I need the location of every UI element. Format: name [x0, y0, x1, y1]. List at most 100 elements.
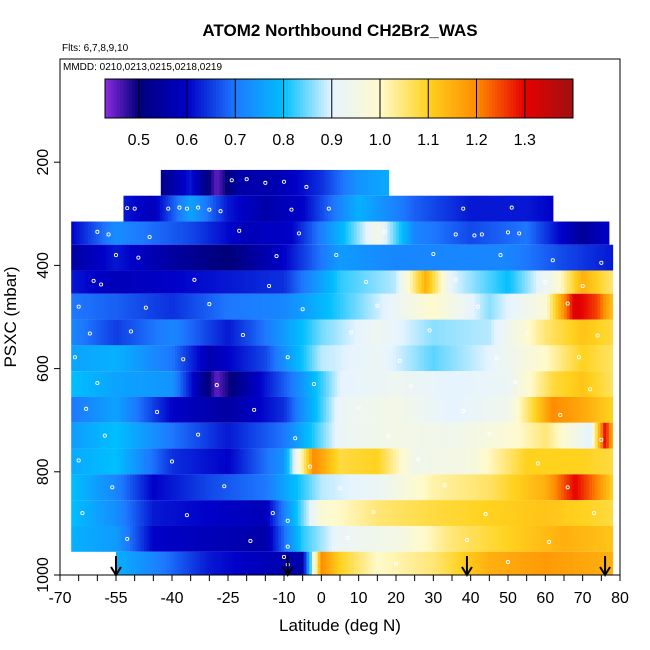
heatmap-cell: [298, 293, 302, 320]
heatmap-cell: [236, 221, 240, 245]
heatmap-cell: [121, 396, 125, 423]
heatmap-cell: [79, 396, 83, 423]
sample-point: [293, 436, 298, 441]
heatmap-cell: [166, 221, 170, 245]
heatmap-cell: [191, 221, 195, 245]
heatmap-cell: [564, 525, 568, 552]
colorbar-segment: [459, 79, 463, 118]
heatmap-cell: [160, 525, 165, 552]
heatmap-cell: [264, 319, 268, 346]
heatmap-cell: [452, 345, 456, 372]
heatmap-cell: [303, 270, 307, 294]
heatmap-cell: [186, 422, 190, 449]
heatmap-cell: [247, 422, 251, 449]
heatmap-cell: [177, 371, 181, 397]
heatmap-cell: [387, 525, 391, 552]
heatmap-cell: [253, 345, 257, 372]
heatmap-cell: [116, 221, 120, 245]
heatmap-cell: [242, 293, 246, 320]
heatmap-cell: [561, 551, 565, 575]
heatmap-cell: [202, 474, 207, 501]
heatmap-cell: [387, 270, 391, 294]
heatmap-cell: [482, 270, 487, 294]
heatmap-cell: [393, 270, 397, 294]
heatmap-cell: [606, 422, 610, 449]
heatmap-cell: [261, 448, 265, 475]
sample-point: [505, 560, 511, 565]
heatmap-cell: [589, 448, 593, 475]
heatmap-cell: [135, 244, 139, 271]
heatmap-cell: [370, 371, 375, 397]
heatmap-cell: [205, 244, 209, 271]
heatmap-cell: [152, 448, 156, 475]
heatmap-cell: [482, 422, 487, 449]
heatmap-cell: [404, 293, 408, 320]
heatmap-cell: [110, 293, 114, 320]
heatmap-cell: [586, 345, 590, 372]
heatmap-cell: [533, 474, 537, 501]
sample-point: [453, 232, 458, 237]
heatmap-cell: [580, 221, 585, 245]
heatmap-cell: [516, 293, 520, 320]
heatmap-cell: [183, 244, 187, 271]
heatmap-cell: [71, 448, 75, 475]
heatmap-cell: [295, 396, 299, 423]
heatmap-cell: [219, 525, 223, 552]
heatmap-cell: [121, 270, 125, 294]
heatmap-cell: [286, 293, 291, 320]
heatmap-cell: [163, 371, 167, 397]
heatmap-cell: [160, 371, 165, 397]
heatmap-cell: [365, 551, 369, 575]
heatmap-cell: [278, 244, 282, 271]
heatmap-cell: [286, 525, 291, 552]
heatmap-cell: [513, 371, 517, 397]
heatmap-cell: [522, 525, 526, 552]
heatmap-cell: [608, 422, 613, 449]
heatmap-cell: [592, 525, 596, 552]
heatmap-cell: [435, 474, 439, 501]
heatmap-cell: [443, 293, 447, 320]
heatmap-cell: [326, 244, 330, 271]
heatmap-cell: [93, 500, 97, 526]
heatmap-cell: [239, 371, 243, 397]
heatmap-cell: [474, 525, 478, 552]
sample-point: [207, 207, 212, 212]
heatmap-cell: [331, 371, 335, 397]
heatmap-cell: [127, 270, 131, 294]
heatmap-cell: [376, 448, 380, 475]
heatmap-cell: [379, 293, 383, 320]
heatmap-cell: [96, 396, 100, 423]
heatmap-cell: [499, 500, 503, 526]
heatmap-cell: [116, 319, 120, 346]
heatmap-cell: [177, 396, 181, 423]
heatmap-cell: [396, 371, 400, 397]
heatmap-cell: [211, 221, 215, 245]
heatmap-cell: [544, 551, 548, 575]
heatmap-cell: [351, 500, 355, 526]
y-tick-label: 400: [35, 252, 52, 279]
heatmap-cell: [85, 371, 89, 397]
heatmap-cell: [359, 345, 363, 372]
colorbar-segment: [132, 79, 136, 118]
heatmap-cell: [597, 270, 601, 294]
heatmap-cell: [320, 422, 324, 449]
heatmap-cell: [244, 551, 249, 575]
heatmap-cell: [432, 293, 436, 320]
heatmap-cell: [432, 371, 436, 397]
heatmap-cell: [502, 244, 506, 271]
heatmap-cell: [583, 319, 587, 346]
heatmap-cell: [239, 525, 243, 552]
heatmap-cell: [463, 371, 467, 397]
heatmap-cell: [533, 371, 537, 397]
heatmap-cell: [102, 474, 106, 501]
heatmap-cell: [538, 244, 543, 271]
heatmap-cell: [286, 474, 291, 501]
sample-point: [113, 253, 119, 258]
heatmap-cell: [393, 500, 397, 526]
heatmap-cell: [390, 396, 394, 423]
colorbar-segment: [135, 79, 139, 118]
heatmap-cell: [536, 500, 540, 526]
heatmap-cell: [460, 474, 464, 501]
heatmap-cell: [466, 500, 470, 526]
heatmap-cell: [146, 525, 151, 552]
